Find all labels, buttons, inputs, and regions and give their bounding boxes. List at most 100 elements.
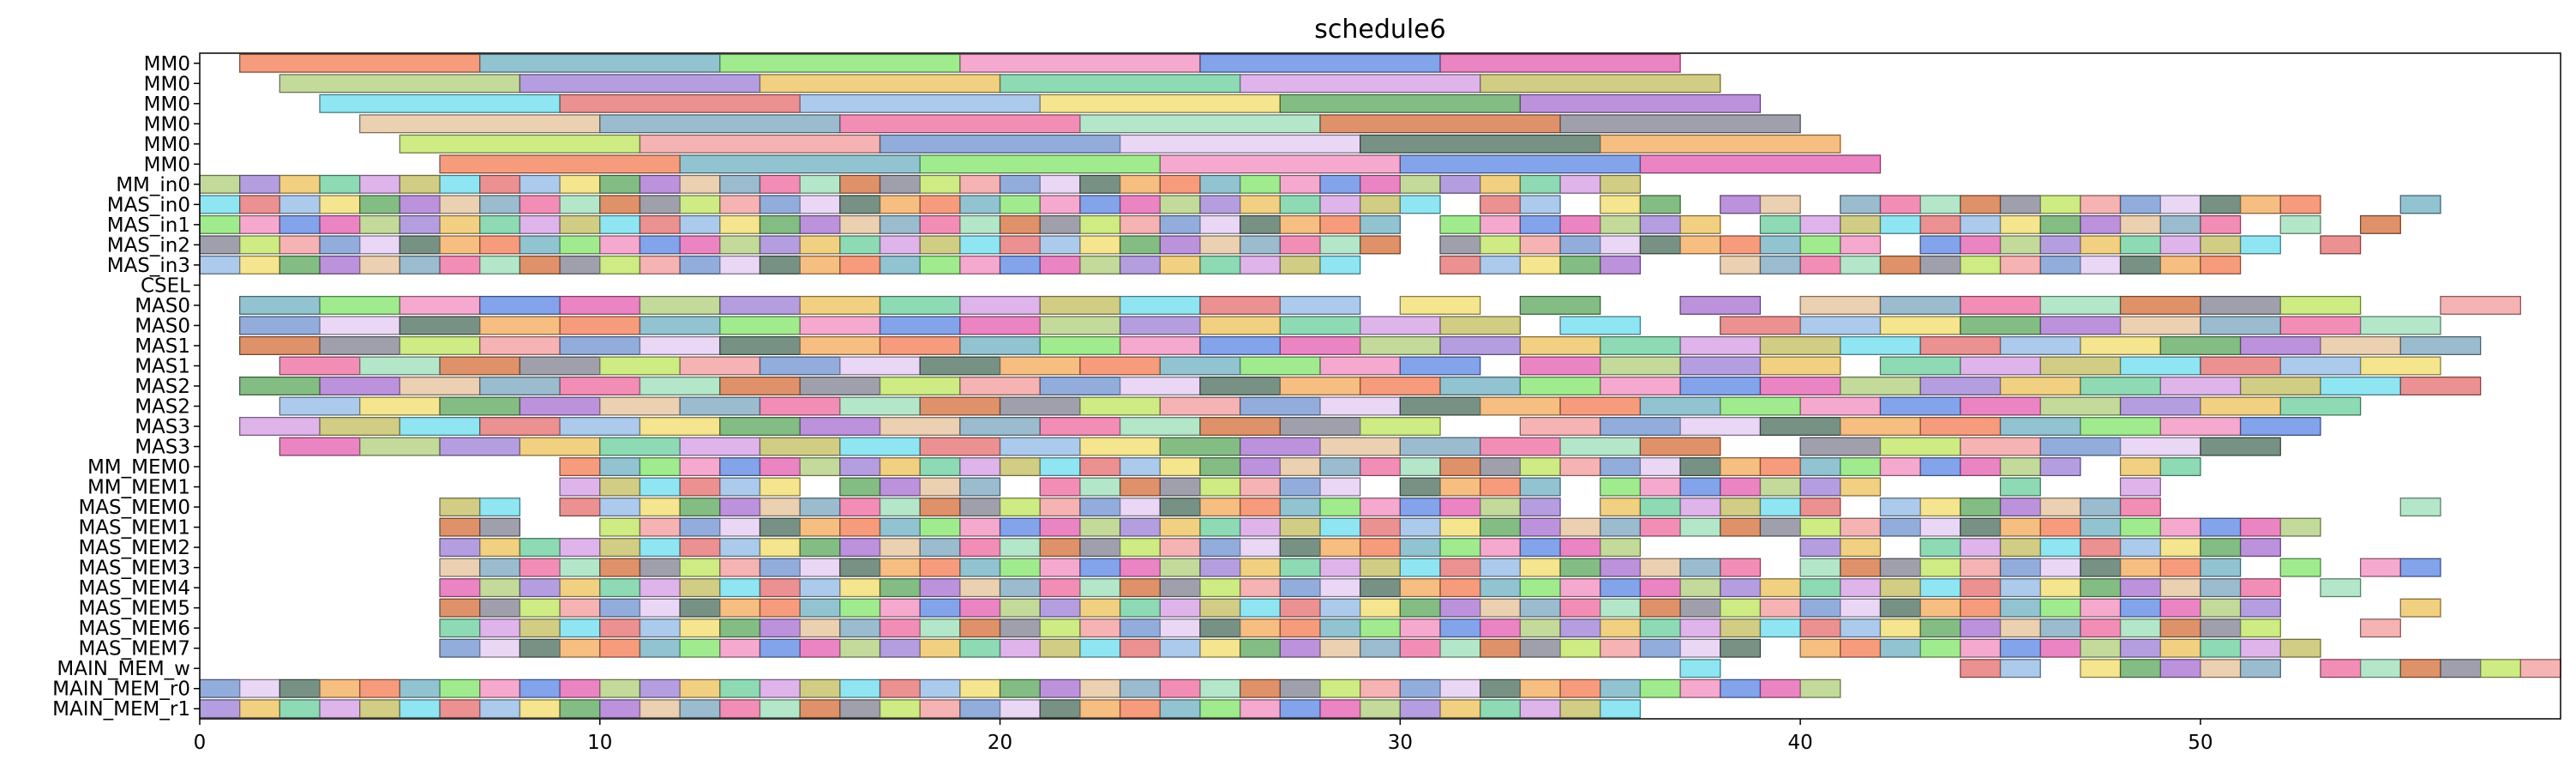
gantt-bar <box>919 699 961 719</box>
gantt-bar <box>759 598 801 618</box>
gantt-bar <box>1439 457 1481 477</box>
gantt-bar <box>1199 517 1241 537</box>
gantt-bar <box>719 638 761 658</box>
gantt-bar <box>1600 376 1681 395</box>
gantt-bar <box>639 538 681 558</box>
gantt-bar <box>1840 558 1882 577</box>
gantt-bar <box>1480 618 1522 638</box>
gantt-bar <box>639 214 681 234</box>
gantt-bar <box>759 618 801 638</box>
gantt-bar <box>559 316 641 335</box>
gantt-bar <box>599 558 641 577</box>
row-label: MAS_MEM4 <box>78 577 190 600</box>
gantt-bar <box>1480 538 1522 558</box>
gantt-bar <box>1559 618 1601 638</box>
gantt-bar <box>1639 558 1681 577</box>
gantt-bar <box>2119 659 2161 679</box>
gantt-bar <box>1039 174 1081 194</box>
gantt-bar <box>1079 598 1121 618</box>
gantt-bar <box>1039 538 1081 558</box>
gantt-bar <box>1239 517 1281 537</box>
gantt-bar <box>2239 598 2281 618</box>
gantt-bar <box>559 93 801 113</box>
gantt-bar <box>1279 679 1321 698</box>
gantt-bar <box>1279 255 1321 274</box>
gantt-bar <box>1399 195 1441 214</box>
gantt-bar <box>1079 538 1121 558</box>
gantt-bar <box>1119 538 1161 558</box>
row-label: MAIN_MEM_r1 <box>52 698 190 721</box>
gantt-bar <box>999 618 1041 638</box>
gantt-bar <box>679 498 721 517</box>
gantt-bar <box>1279 578 1321 598</box>
gantt-bar <box>399 255 441 274</box>
gantt-bar <box>639 477 681 497</box>
gantt-bar <box>2119 578 2161 598</box>
gantt-bar <box>1600 699 1642 719</box>
gantt-bar <box>919 517 961 537</box>
gantt-bar <box>1239 477 1281 497</box>
gantt-bar <box>2080 659 2122 679</box>
gantt-bar <box>839 396 921 416</box>
gantt-bar <box>759 699 801 719</box>
gantt-bar <box>799 598 841 618</box>
gantt-bar <box>399 174 441 194</box>
gantt-bar <box>1960 558 2002 577</box>
gantt-bar <box>439 618 481 638</box>
gantt-bar <box>1960 498 2002 517</box>
gantt-bar <box>1919 335 2002 355</box>
gantt-bar <box>759 74 1001 93</box>
gantt-bar <box>559 679 601 698</box>
gantt-bar <box>599 255 641 274</box>
gantt-bar <box>639 638 681 658</box>
gantt-bar <box>1679 659 1721 679</box>
gantt-bar <box>599 517 641 537</box>
gantt-bar <box>799 316 881 335</box>
gantt-bar <box>1159 699 1201 719</box>
gantt-bar <box>1720 477 1762 497</box>
gantt-bar <box>439 638 481 658</box>
gantt-bar <box>679 598 721 618</box>
gantt-bar <box>599 578 641 598</box>
gantt-bar <box>199 255 241 274</box>
gantt-bar <box>559 498 601 517</box>
gantt-bar <box>679 235 721 255</box>
gantt-bar <box>1399 154 1642 174</box>
gantt-bar <box>1679 356 1762 376</box>
gantt-bar <box>1759 214 1801 234</box>
gantt-bar <box>1399 457 1441 477</box>
gantt-bar <box>2279 638 2321 658</box>
gantt-bar <box>1519 679 1561 698</box>
gantt-bar <box>1119 335 1201 355</box>
gantt-bar <box>2080 598 2122 618</box>
row-label: MAS_MEM5 <box>78 598 190 620</box>
gantt-bar <box>1840 214 1882 234</box>
gantt-bar <box>759 578 801 598</box>
gantt-bar <box>1319 558 1361 577</box>
gantt-bar <box>1879 437 1961 456</box>
gantt-bar <box>999 235 1041 255</box>
gantt-bar <box>719 618 761 638</box>
gantt-bar <box>1600 538 1642 558</box>
gantt-bar <box>2279 316 2362 335</box>
gantt-bar <box>719 53 961 73</box>
gantt-bar <box>1480 74 1721 93</box>
gantt-bar <box>1199 235 1241 255</box>
gantt-bar <box>2039 437 2122 456</box>
gantt-bar <box>1039 477 1081 497</box>
gantt-bar <box>1480 638 1522 658</box>
gantt-bar <box>2239 538 2281 558</box>
gantt-bar <box>1639 437 1721 456</box>
gantt-bar <box>2239 638 2281 658</box>
gantt-bar <box>1039 638 1081 658</box>
gantt-bar <box>279 437 361 456</box>
gantt-bar <box>1119 316 1201 335</box>
gantt-bar <box>1999 195 2041 214</box>
gantt-bar <box>1039 679 1081 698</box>
gantt-bar <box>1199 578 1241 598</box>
gantt-bar <box>1239 235 1281 255</box>
gantt-bar <box>839 598 881 618</box>
gantt-bar <box>2320 578 2362 598</box>
gantt-bar <box>1799 517 1841 537</box>
